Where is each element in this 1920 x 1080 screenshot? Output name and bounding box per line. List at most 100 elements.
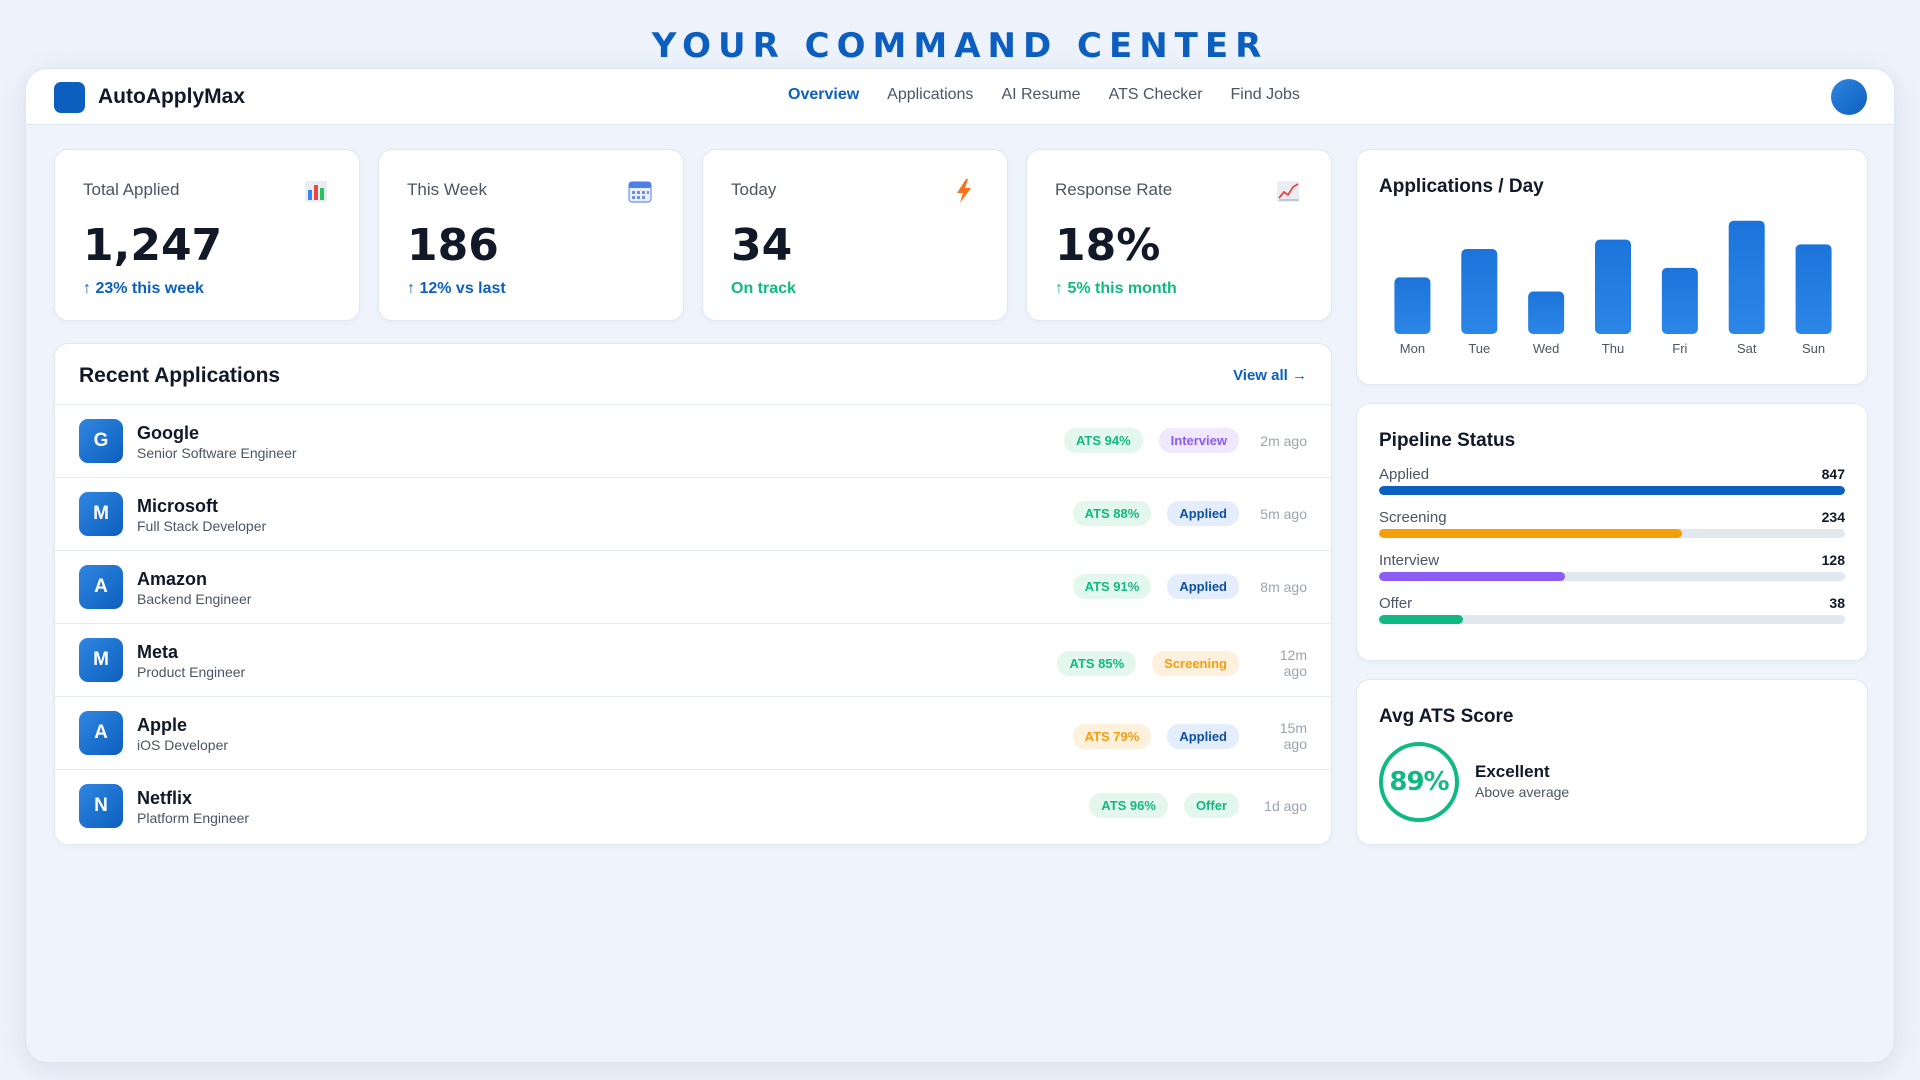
ats-score-ring: 89% xyxy=(1379,742,1459,822)
pipeline-item: Interview 128 xyxy=(1379,552,1845,595)
stat-label: Today xyxy=(731,180,777,199)
timestamp: 5m ago xyxy=(1260,505,1307,522)
company-avatar: M xyxy=(79,638,123,682)
nav-applications[interactable]: Applications xyxy=(887,86,974,103)
stat-trend: ↑ 23% this week xyxy=(83,280,204,297)
timestamp: 2m ago xyxy=(1260,432,1307,449)
bar-tue xyxy=(1461,249,1498,334)
bar-thu xyxy=(1595,239,1631,334)
row-meta: ATS 94% Interview 2m ago xyxy=(1063,428,1307,453)
ats-subtitle: Above average xyxy=(1475,784,1570,800)
stat-label: This Week xyxy=(407,180,487,199)
ats-badge: ATS 96% xyxy=(1089,793,1168,818)
application-row[interactable]: M Microsoft Full Stack Developer ATS 88% App… xyxy=(55,477,1331,550)
stat-trend: On track xyxy=(731,280,796,297)
pipeline-track xyxy=(1379,529,1845,538)
pipeline-label: Interview xyxy=(1379,552,1440,569)
app-window: AutoApplyMax Overview Applications AI Re… xyxy=(25,68,1895,1063)
row-meta: ATS 91% Applied 8m ago xyxy=(1072,574,1307,599)
job-role: Product Engineer xyxy=(137,664,246,680)
view-all-link[interactable]: View all → xyxy=(1233,367,1307,384)
timestamp: 12m ago xyxy=(1279,647,1307,679)
pipeline-label: Applied xyxy=(1379,466,1430,483)
status-badge: Applied xyxy=(1167,574,1239,599)
calendar-icon xyxy=(628,181,652,203)
applications-list: G Google Senior Software Engineer ATS 94% In… xyxy=(55,404,1331,842)
bar-fri xyxy=(1661,267,1698,334)
company-avatar: A xyxy=(79,565,123,609)
ats-badge: ATS 91% xyxy=(1072,574,1152,599)
tick-label-sun: Sun xyxy=(1802,341,1825,356)
bar-chart-icon xyxy=(305,181,327,202)
status-badge: Screening xyxy=(1152,650,1239,676)
stat-card-total-applied: Total Applied 1,247 ↑ 23% this week xyxy=(54,149,360,321)
lightning-icon xyxy=(957,179,971,203)
company-name: Meta xyxy=(137,642,179,662)
application-row[interactable]: N Netflix Platform Engineer ATS 96% Offer 1d … xyxy=(55,769,1331,842)
status-badge: Interview xyxy=(1158,428,1239,453)
job-role: iOS Developer xyxy=(137,737,229,753)
pipeline-item: Applied 847 xyxy=(1379,466,1845,509)
ats-badge: ATS 94% xyxy=(1063,428,1143,453)
job-role: Platform Engineer xyxy=(137,810,250,826)
stat-label: Total Applied xyxy=(83,180,180,199)
recent-title: Recent Applications xyxy=(79,364,281,387)
job-role: Full Stack Developer xyxy=(137,518,267,534)
stat-trend: ↑ 12% vs last xyxy=(407,280,506,297)
tick-label-tue: Tue xyxy=(1468,341,1490,356)
application-row[interactable]: A Amazon Backend Engineer ATS 91% Applied 8m … xyxy=(55,550,1331,623)
applications-per-day-card: Applications / Day Mon Tue Wed Thu Fri Sat Sun xyxy=(1356,149,1868,385)
tick-label-mon: Mon xyxy=(1400,341,1425,356)
pipeline-list: Applied 847 Screening 234 Interview 128 Offer 3… xyxy=(1379,466,1845,638)
status-badge: Offer xyxy=(1183,793,1239,818)
stat-value: 18% xyxy=(1055,220,1161,271)
company-avatar: N xyxy=(79,784,123,828)
nav-ai-resume[interactable]: AI Resume xyxy=(1001,86,1081,103)
company-name: Google xyxy=(137,423,199,443)
pipeline-track xyxy=(1379,486,1845,495)
job-role: Backend Engineer xyxy=(137,591,252,607)
ats-badge: ATS 79% xyxy=(1072,723,1152,749)
pipeline-status-card: Pipeline Status Applied 847 Screening 234 In… xyxy=(1356,403,1868,661)
tick-label-thu: Thu xyxy=(1602,341,1624,356)
bar-sat xyxy=(1728,220,1765,334)
application-row[interactable]: M Meta Product Engineer ATS 85% Screening 12m… xyxy=(55,623,1331,696)
user-avatar[interactable] xyxy=(1831,79,1867,115)
job-role: Senior Software Engineer xyxy=(137,445,297,461)
row-meta: ATS 85% Screening 12m ago xyxy=(1057,647,1307,679)
logo-icon xyxy=(54,82,85,113)
nav-overview[interactable]: Overview xyxy=(788,86,860,103)
nav-find-jobs[interactable]: Find Jobs xyxy=(1230,86,1300,103)
pipeline-count: 38 xyxy=(1829,595,1845,611)
row-meta: ATS 79% Applied 15m ago xyxy=(1072,720,1307,752)
pipeline-fill xyxy=(1379,529,1682,538)
application-row[interactable]: A Apple iOS Developer ATS 79% Applied 15m ago xyxy=(55,696,1331,769)
company-name: Netflix xyxy=(137,788,193,808)
pipeline-label: Offer xyxy=(1379,595,1413,612)
pipeline-count: 128 xyxy=(1821,552,1845,568)
company-avatar: M xyxy=(79,492,123,536)
pipeline-count: 847 xyxy=(1821,466,1845,482)
application-row[interactable]: G Google Senior Software Engineer ATS 94% In… xyxy=(55,404,1331,477)
nav-ats-checker[interactable]: ATS Checker xyxy=(1108,86,1203,103)
row-meta: ATS 88% Applied 5m ago xyxy=(1072,501,1307,526)
company-avatar: G xyxy=(79,419,123,463)
row-meta: ATS 96% Offer 1d ago xyxy=(1089,793,1307,818)
company-name: Microsoft xyxy=(137,496,218,516)
ats-score-title: Avg ATS Score xyxy=(1379,706,1514,727)
stat-value: 1,247 xyxy=(83,220,223,271)
company-name: Apple xyxy=(137,715,188,735)
stat-card-today: Today 34 On track xyxy=(702,149,1008,321)
company-name: Amazon xyxy=(137,569,208,589)
pipeline-item: Offer 38 xyxy=(1379,595,1845,638)
bar-sun xyxy=(1795,244,1832,334)
tick-label-wed: Wed xyxy=(1533,341,1560,356)
applications-bar-chart: Mon Tue Wed Thu Fri Sat Sun xyxy=(1394,220,1832,356)
pipeline-track xyxy=(1379,615,1845,624)
pipeline-count: 234 xyxy=(1821,509,1845,525)
nav-links: Overview Applications AI Resume ATS Chec… xyxy=(788,86,1300,104)
timestamp: 8m ago xyxy=(1260,578,1307,595)
status-badge: Applied xyxy=(1167,723,1239,749)
status-badge: Applied xyxy=(1167,501,1239,526)
bar-wed xyxy=(1528,291,1565,334)
